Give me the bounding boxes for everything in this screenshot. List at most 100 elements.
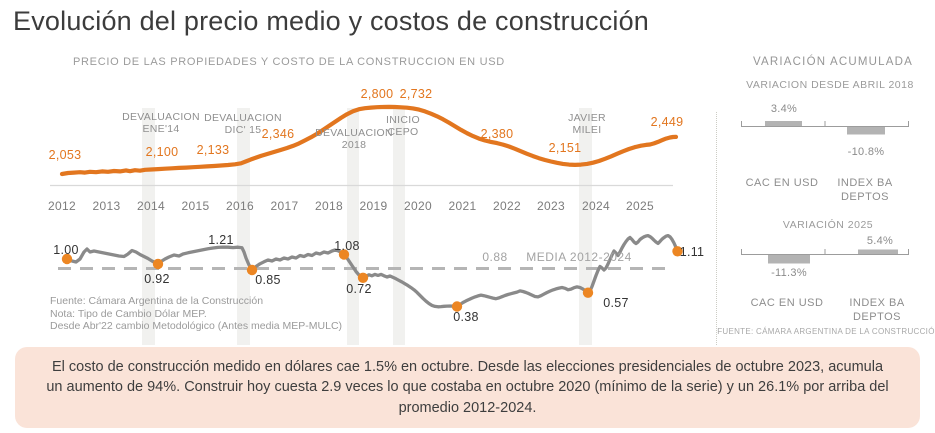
side-chart1-value-cac: 3.4% <box>770 103 798 115</box>
chart-subtitle: PRECIO DE LAS PROPIEDADES Y COSTO DE LA … <box>73 56 505 68</box>
panel-divider <box>716 112 717 345</box>
annotation-devaluacion-ene14: DEVALUACION ENE'14 <box>122 111 200 135</box>
side-chart2-value-index: 5.4% <box>866 235 894 247</box>
side-chart1-value-index: -10.8% <box>847 146 885 158</box>
page-title: Evolución del precio medio y costos de c… <box>13 6 650 36</box>
annotation-line1: DEVALUACION <box>204 112 282 124</box>
index-label-1.11: 1.11 <box>679 245 705 259</box>
bar-index-ba-neg <box>847 126 885 135</box>
annotation-line1: INICIO <box>386 114 420 126</box>
price-label-2100: 2,100 <box>145 145 179 159</box>
side-chart1-bars <box>741 121 909 135</box>
price-label-2800: 2,800 <box>360 87 394 101</box>
year-tick-2019: 2019 <box>359 199 388 213</box>
year-tick-2018: 2018 <box>315 199 343 213</box>
footnote-line-1: Fuente: Cámara Argentina de la Construcc… <box>50 295 264 307</box>
side-chart2-cat-index: INDEX BA DEPTOS <box>849 296 904 324</box>
annotation-inicio-cepo: INICIO CEPO <box>386 114 420 138</box>
side-chart2-cat-cac: CAC EN USD <box>750 297 824 309</box>
year-tick-2013: 2013 <box>92 199 121 213</box>
price-label-2053: 2,053 <box>48 148 82 162</box>
year-tick-2020: 2020 <box>404 199 432 213</box>
index-dot-0.72 <box>357 272 369 283</box>
year-tick-2022: 2022 <box>493 199 521 213</box>
mean-value-label: 0.88 <box>482 250 508 264</box>
side-chart1-cat-cac: CAC EN USD <box>745 177 819 189</box>
event-band-cepo <box>393 108 405 345</box>
cat-line2: DEPTOS <box>852 311 902 323</box>
index-label-1.08: 1.08 <box>334 239 360 253</box>
index-point-dots <box>61 246 683 312</box>
event-band-dic15 <box>237 108 250 345</box>
summary-note-box: El costo de construcción medido en dólar… <box>15 347 920 428</box>
index-label-1.21: 1.21 <box>208 233 234 247</box>
index-line-path <box>65 233 680 309</box>
bar-index-ba-pos <box>858 249 898 255</box>
year-tick-2012: 2012 <box>48 199 76 213</box>
annotation-line2: ENE'14 <box>142 123 180 135</box>
index-dot-0.57 <box>582 287 594 298</box>
index-dot-1.00 <box>61 253 73 265</box>
side-chart2-value-cac: -11.3% <box>771 267 807 279</box>
index-dot-0.85 <box>246 264 258 276</box>
year-tick-2021: 2021 <box>448 199 477 213</box>
index-dot-0.92 <box>152 258 164 270</box>
year-tick-2016: 2016 <box>226 199 254 213</box>
bar-cac-usd-neg <box>768 254 810 264</box>
year-tick-2023: 2023 <box>537 199 565 213</box>
price-label-2133: 2,133 <box>196 143 230 157</box>
cat-line1: INDEX BA <box>849 297 905 309</box>
event-band-dev2018 <box>347 108 359 345</box>
year-tick-2015: 2015 <box>181 199 210 213</box>
annotation-line1: JAVIER <box>568 112 606 124</box>
index-label-0.57: 0.57 <box>603 296 629 310</box>
summary-note-text: El costo de construcción medido en dólar… <box>46 358 889 416</box>
year-tick-2017: 2017 <box>270 199 299 213</box>
annotation-devaluacion-dic15: DEVALUACION DIC' 15 <box>204 112 282 136</box>
price-label-2151: 2,151 <box>548 141 582 155</box>
chart-footnote: Fuente: Cámara Argentina de la Construcc… <box>50 295 342 333</box>
annotation-line1: DEVALUACION <box>315 127 393 139</box>
side-panel-title: VARIACIÓN ACUMULADA <box>753 56 913 68</box>
year-tick-2014: 2014 <box>137 199 165 213</box>
index-dot-1.11 <box>672 246 683 257</box>
side-chart2-bars <box>741 249 909 264</box>
price-line-path <box>59 104 679 177</box>
price-label-2449: 2,449 <box>650 115 684 129</box>
cat-line2: DEPTOS <box>840 191 890 203</box>
price-label-2732: 2,732 <box>399 87 433 101</box>
event-band-milei <box>579 108 592 345</box>
index-label-0.72: 0.72 <box>346 282 372 296</box>
price-label-2346: 2,346 <box>261 127 295 141</box>
year-tick-2024: 2024 <box>582 199 610 213</box>
annotation-line2: MILEI <box>572 124 602 136</box>
index-label-1.00: 1.00 <box>53 243 79 257</box>
price-label-2380: 2,380 <box>480 127 514 141</box>
side-chart1-cat-index: INDEX BA DEPTOS <box>837 176 892 204</box>
annotation-devaluacion-2018: DEVALUACION 2018 <box>315 127 393 151</box>
index-dot-0.38 <box>451 301 463 312</box>
index-dot-1.08 <box>338 249 350 260</box>
event-bands <box>142 108 592 345</box>
year-tick-2025: 2025 <box>626 199 654 213</box>
bar-axis-bracket <box>741 249 909 255</box>
bar-cac-usd-pos <box>765 121 802 127</box>
annotation-line1: DEVALUACION <box>122 111 200 123</box>
annotation-javier-milei: JAVIER MILEI <box>568 112 606 136</box>
annotation-line2: 2018 <box>341 139 367 151</box>
index-label-0.38: 0.38 <box>453 310 479 324</box>
side-chart2-title: VARIACIÓN 2025 <box>782 219 874 231</box>
footnote-line-3: Desde Abr'22 cambio Metodológico (Antes … <box>50 320 343 332</box>
mean-text-label: MEDIA 2012-2024 <box>526 250 632 264</box>
event-band-ene14 <box>142 108 155 345</box>
side-chart1-title: VARIACION DESDE ABRIL 2018 <box>746 79 914 91</box>
side-panel-source: FUENTE: CÁMARA ARGENTINA DE LA CONSTRUCC… <box>717 327 935 336</box>
index-label-0.85: 0.85 <box>255 273 281 287</box>
bar-axis-bracket <box>741 121 909 127</box>
index-label-0.92: 0.92 <box>144 272 170 286</box>
annotation-line2: DIC' 15 <box>224 124 262 136</box>
footnote-line-2: Nota: Tipo de Cambio Dólar MEP. <box>50 307 207 320</box>
annotation-line2: CEPO <box>387 126 419 138</box>
